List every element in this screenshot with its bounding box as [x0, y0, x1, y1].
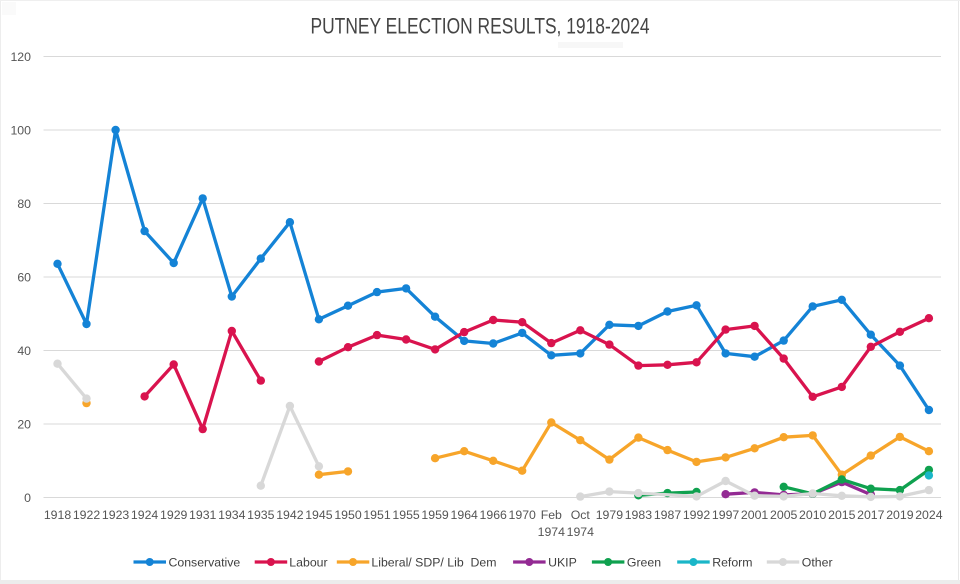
svg-text:2010: 2010 — [799, 508, 827, 522]
svg-text:60: 60 — [17, 270, 31, 284]
svg-text:1979: 1979 — [596, 508, 624, 522]
svg-text:2005: 2005 — [770, 508, 798, 522]
svg-text:1987: 1987 — [654, 508, 682, 522]
svg-text:1923: 1923 — [102, 508, 130, 522]
svg-text:1945: 1945 — [305, 508, 333, 522]
svg-text:2001: 2001 — [741, 508, 769, 522]
svg-text:1942: 1942 — [276, 508, 304, 522]
svg-text:1997: 1997 — [712, 508, 740, 522]
svg-text:Reform: Reform — [712, 556, 752, 570]
svg-text:Green: Green — [627, 556, 661, 570]
svg-text:100: 100 — [10, 123, 31, 137]
svg-text:0: 0 — [24, 491, 31, 505]
svg-text:1964: 1964 — [451, 508, 479, 522]
svg-text:1983: 1983 — [625, 508, 653, 522]
svg-text:2017: 2017 — [857, 508, 885, 522]
svg-text:2015: 2015 — [828, 508, 856, 522]
svg-text:PUTNEY ELECTION RESULTS, 1918-: PUTNEY ELECTION RESULTS, 1918-2024 — [311, 13, 650, 38]
svg-text:40: 40 — [17, 344, 31, 358]
svg-text:Conservative: Conservative — [169, 556, 241, 570]
svg-text:20: 20 — [17, 417, 31, 431]
svg-text:1950: 1950 — [334, 508, 362, 522]
svg-text:1974: 1974 — [567, 525, 595, 539]
svg-text:1922: 1922 — [73, 508, 101, 522]
svg-text:1935: 1935 — [247, 508, 275, 522]
svg-text:80: 80 — [17, 197, 31, 211]
svg-text:Other: Other — [802, 556, 833, 570]
svg-text:UKIP: UKIP — [548, 556, 577, 570]
svg-text:Feb: Feb — [541, 508, 562, 522]
svg-text:1955: 1955 — [392, 508, 420, 522]
svg-text:2019: 2019 — [886, 508, 914, 522]
svg-text:120: 120 — [10, 50, 31, 64]
svg-text:1931: 1931 — [189, 508, 217, 522]
svg-text:1966: 1966 — [480, 508, 508, 522]
svg-text:1974: 1974 — [538, 525, 566, 539]
svg-text:1934: 1934 — [218, 508, 246, 522]
svg-text:Labour: Labour — [289, 556, 327, 570]
svg-text:Liberal/ SDP/ Lib Dem: Liberal/ SDP/ Lib Dem — [371, 556, 496, 570]
svg-text:1970: 1970 — [509, 508, 537, 522]
svg-text:Oct: Oct — [571, 508, 591, 522]
svg-text:1918: 1918 — [44, 508, 72, 522]
svg-text:1951: 1951 — [363, 508, 391, 522]
svg-text:1959: 1959 — [421, 508, 449, 522]
svg-text:2024: 2024 — [915, 508, 943, 522]
svg-text:1992: 1992 — [683, 508, 711, 522]
svg-text:1924: 1924 — [131, 508, 159, 522]
svg-text:1929: 1929 — [160, 508, 188, 522]
